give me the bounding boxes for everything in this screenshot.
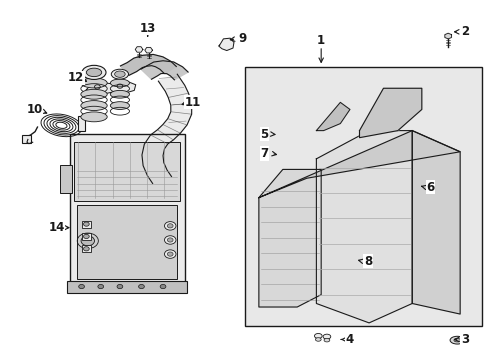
Bar (60, 165, 72, 193)
Text: 5: 5 (260, 128, 268, 141)
Bar (77, 205, 177, 279)
Circle shape (160, 284, 165, 289)
Ellipse shape (110, 102, 129, 109)
Polygon shape (258, 131, 459, 198)
Bar (74, 141, 180, 201)
Polygon shape (316, 131, 411, 323)
Circle shape (138, 284, 144, 289)
Circle shape (164, 222, 176, 230)
Polygon shape (258, 170, 321, 307)
Text: 9: 9 (238, 32, 246, 45)
Circle shape (167, 252, 173, 256)
Ellipse shape (453, 338, 460, 342)
Polygon shape (135, 47, 142, 52)
Ellipse shape (81, 100, 107, 111)
Text: 6: 6 (426, 181, 434, 194)
Circle shape (83, 222, 89, 226)
Text: 10: 10 (26, 103, 42, 116)
Ellipse shape (110, 90, 129, 98)
Bar (81, 245, 91, 252)
Ellipse shape (114, 71, 125, 77)
Circle shape (167, 224, 173, 228)
Ellipse shape (111, 69, 128, 79)
Text: 13: 13 (139, 22, 156, 35)
Ellipse shape (315, 338, 321, 341)
Circle shape (79, 284, 84, 289)
Ellipse shape (81, 78, 107, 88)
Bar (69, 134, 184, 282)
Circle shape (167, 238, 173, 242)
Bar (81, 233, 91, 240)
Ellipse shape (86, 68, 102, 77)
Bar (81, 221, 91, 228)
Ellipse shape (323, 334, 330, 339)
Ellipse shape (314, 333, 322, 338)
Text: 8: 8 (363, 255, 371, 267)
Ellipse shape (449, 336, 464, 344)
Text: 3: 3 (460, 333, 468, 346)
Bar (245, 67, 481, 327)
Polygon shape (141, 61, 188, 80)
Ellipse shape (81, 89, 107, 99)
Polygon shape (144, 48, 152, 53)
Bar (78, 116, 85, 131)
Ellipse shape (81, 112, 107, 122)
Text: 2: 2 (460, 25, 468, 38)
Polygon shape (86, 82, 136, 94)
Text: 4: 4 (345, 333, 353, 346)
Text: 14: 14 (48, 221, 65, 234)
Ellipse shape (110, 79, 129, 87)
Circle shape (83, 234, 89, 239)
Ellipse shape (82, 66, 106, 80)
Circle shape (83, 247, 89, 251)
Text: 11: 11 (184, 96, 201, 109)
Bar (67, 280, 186, 293)
Circle shape (98, 284, 103, 289)
Polygon shape (120, 54, 176, 75)
Polygon shape (316, 102, 349, 131)
Ellipse shape (324, 338, 329, 342)
Polygon shape (359, 88, 421, 138)
Polygon shape (142, 74, 191, 184)
Circle shape (164, 236, 176, 244)
Circle shape (81, 236, 94, 246)
Polygon shape (218, 38, 233, 50)
Text: 7: 7 (260, 147, 268, 160)
Circle shape (164, 250, 176, 258)
Text: 1: 1 (316, 34, 325, 47)
Circle shape (117, 284, 122, 289)
Bar (22, 135, 31, 143)
Text: 12: 12 (67, 71, 84, 84)
Polygon shape (444, 33, 450, 39)
Polygon shape (411, 131, 459, 314)
